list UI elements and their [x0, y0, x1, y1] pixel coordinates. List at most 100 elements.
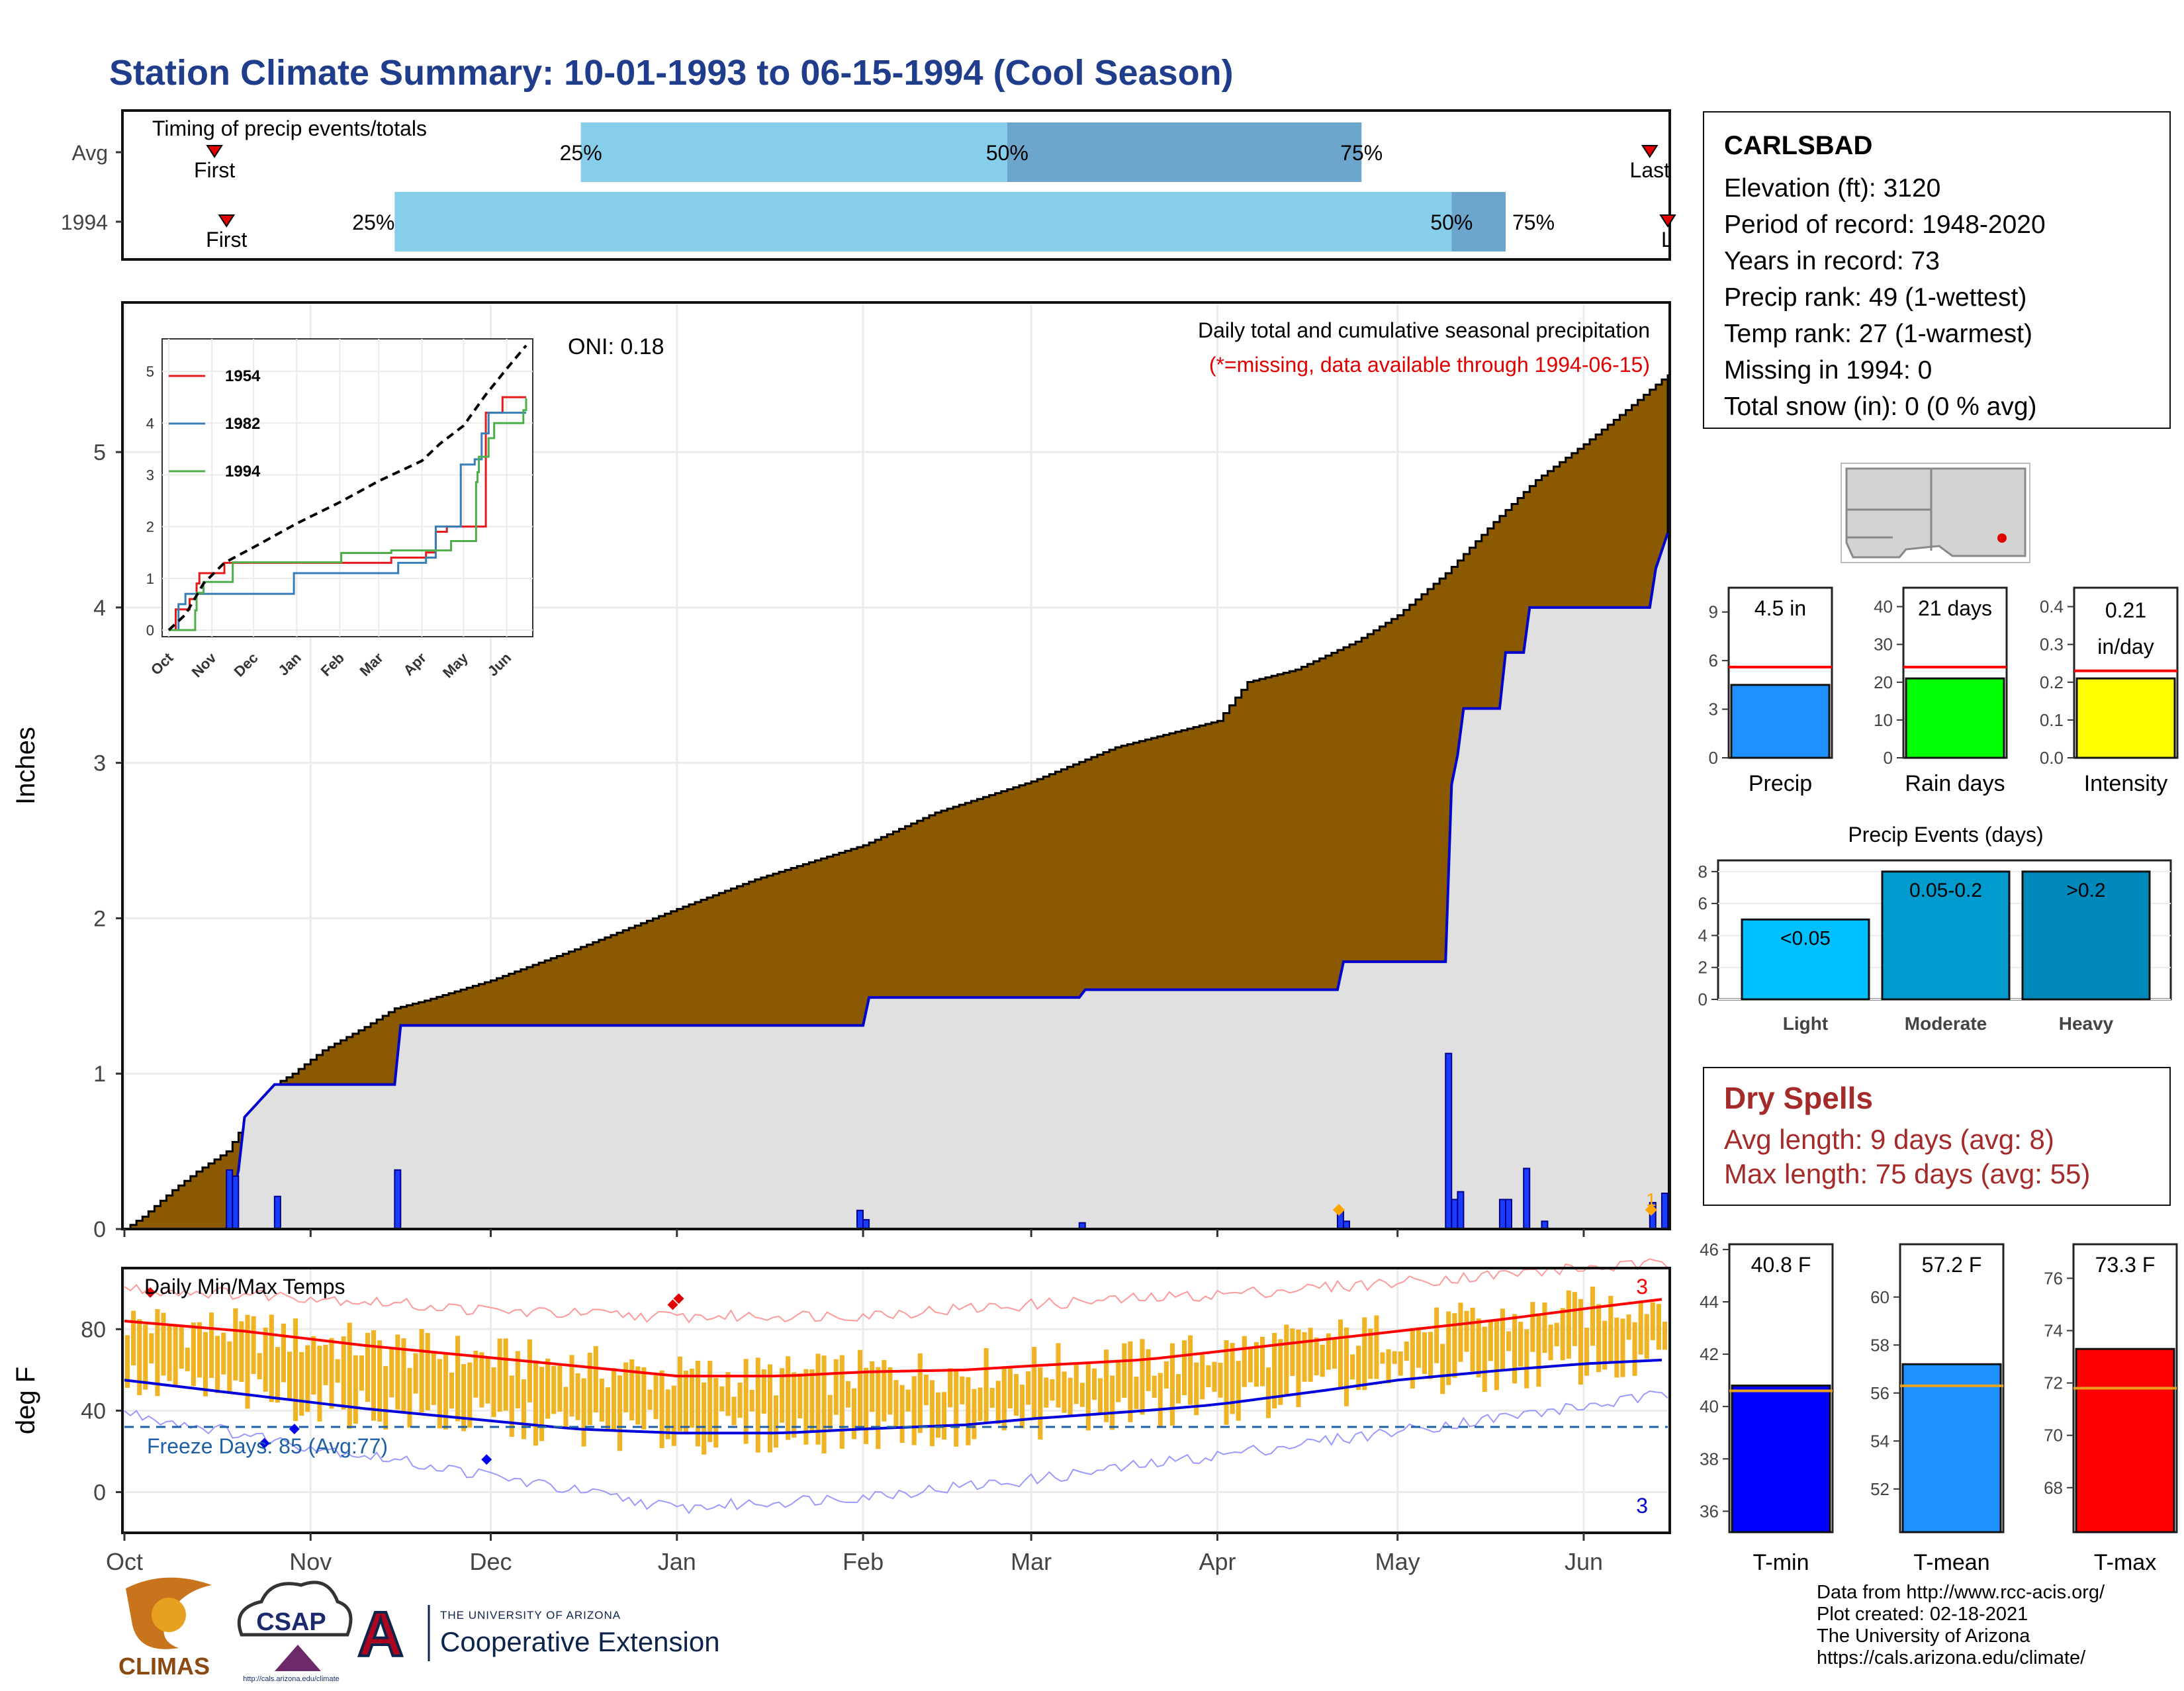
ua-line1: THE UNIVERSITY OF ARIZONA	[440, 1609, 621, 1622]
daily-temp-bar	[599, 1378, 604, 1422]
timing-row-label: 1994	[61, 210, 108, 234]
temp-panel: 0 40 80 deg F Daily Min/Max Temps Freeze D…	[11, 1258, 1671, 1534]
daily-temp-bar	[737, 1382, 743, 1418]
daily-temp-bar	[563, 1387, 569, 1427]
daily-temp-bar	[365, 1332, 371, 1402]
daily-temp-bar	[923, 1375, 929, 1406]
daily-temp-bar	[653, 1375, 659, 1420]
last-event-label: Last	[1661, 228, 1702, 251]
daily-temp-bar	[1632, 1322, 1637, 1376]
daily-temp-bar	[1242, 1336, 1247, 1387]
temp-summary-value-label: 73.3 F	[2095, 1253, 2156, 1277]
summary-value-bar	[2075, 677, 2176, 759]
daily-temp-bar	[305, 1345, 310, 1412]
daily-temp-bar	[1404, 1342, 1409, 1361]
daily-temp-bar	[263, 1327, 268, 1392]
daily-temp-bar	[1344, 1327, 1349, 1406]
events-bin-label: 0.05-0.2	[1909, 880, 1982, 901]
summary-value-label: 4.5 in	[1754, 596, 1806, 620]
daily-temp-bar	[665, 1389, 670, 1440]
first-event-label: First	[194, 158, 235, 182]
temp-summary-y-tick-label: 38	[1700, 1449, 1719, 1469]
temp-summary-y-tick-label: 56	[1870, 1383, 1889, 1403]
credits-university: The University of Arizona	[1817, 1625, 2030, 1647]
temp-summary-bar	[1731, 1385, 1831, 1533]
month-tick-label: Jan	[658, 1548, 696, 1575]
daily-temp-bar	[1056, 1343, 1061, 1408]
map-states	[1845, 467, 2026, 559]
daily-temp-bar	[209, 1312, 214, 1378]
precip-events-chart: 0 2 4 6 8 <0.05 Light 0.05-0.2 Moderate >0.2 Heavy	[1698, 859, 2172, 1034]
year-cumulative-line	[124, 532, 1669, 1230]
daily-temp-bar	[1182, 1340, 1187, 1396]
daily-temp-bar	[803, 1369, 809, 1445]
daily-temp-bar	[611, 1368, 617, 1431]
daily-temp-bar	[1146, 1349, 1151, 1391]
daily-temp-bar	[851, 1388, 857, 1440]
temp-panel-title: Daily Min/Max Temps	[144, 1275, 345, 1299]
station-precip-rank: Precip rank: 49 (1-wettest)	[1724, 283, 2027, 312]
inset-x-tick-label: May	[439, 649, 471, 681]
station-info-box: CARLSBAD Elevation (ft): 3120 Period of …	[1703, 111, 2171, 429]
daily-temp-bar	[257, 1353, 262, 1379]
daily-temp-bar	[593, 1346, 598, 1413]
daily-temp-bar	[191, 1322, 196, 1387]
temp-panel-frame	[121, 1267, 1671, 1534]
daily-temp-bar	[479, 1352, 484, 1408]
temp-summary-category-label: T-mean	[1913, 1550, 1989, 1575]
oni-label: ONI: 0.18	[568, 334, 664, 359]
daily-temp-bar	[203, 1332, 208, 1396]
credits: Data from http://www.rcc-acis.org/ Plot …	[1817, 1582, 2105, 1669]
daily-temp-bar	[419, 1328, 424, 1413]
daily-temp-bar	[605, 1387, 610, 1431]
precip-panel: 0 1 2 3 4 5 1 Inches ONI: 0.18 Daily total and…	[11, 301, 1671, 1242]
daily-temp-bar	[1194, 1362, 1199, 1416]
missing-data-marker-icon	[1645, 1204, 1657, 1216]
daily-temp-bar	[1596, 1304, 1602, 1373]
freeze-days-label: Freeze Days: 85 (Avg:77)	[147, 1434, 388, 1458]
temp-summary-y-tick-label: 54	[1870, 1431, 1889, 1451]
daily-temp-bar	[143, 1324, 148, 1390]
daily-temp-bar	[1001, 1366, 1007, 1431]
daily-temp-bar	[1662, 1321, 1667, 1350]
daily-temp-bar	[1320, 1344, 1325, 1377]
daily-temp-bar	[353, 1355, 358, 1424]
daily-temp-bar	[677, 1356, 682, 1432]
climas-sun-icon	[152, 1598, 186, 1632]
csap-mountain-icon	[275, 1645, 321, 1671]
daily-temp-bar	[1104, 1349, 1109, 1422]
missing-data-marker-icon	[1332, 1204, 1345, 1216]
daily-temp-bar	[917, 1353, 923, 1434]
daily-temp-bar	[1013, 1374, 1019, 1416]
daily-temp-bar	[1590, 1287, 1596, 1346]
daily-temp-bar	[1398, 1351, 1403, 1376]
first-event-marker-icon	[206, 145, 223, 158]
daily-temp-bar	[1452, 1313, 1457, 1378]
summary-y-tick-label: 0.3	[2040, 635, 2064, 655]
summary-y-tick-label: 10	[1874, 710, 1893, 730]
record-high-marker-icon	[667, 1299, 678, 1310]
inset-y-tick-label: 1	[146, 571, 154, 587]
last-event-marker-icon	[1659, 214, 1676, 228]
daily-temp-bar	[1266, 1367, 1271, 1418]
inset-x-tick-label: Mar	[356, 649, 387, 680]
daily-temp-bar	[978, 1387, 983, 1421]
daily-temp-bar	[1560, 1308, 1565, 1361]
temp-summary-y-tick-label: 58	[1870, 1335, 1889, 1355]
daily-temp-bar	[1338, 1319, 1343, 1390]
temp-ylabel: deg F	[11, 1367, 40, 1434]
daily-temp-bar	[972, 1389, 977, 1440]
daily-temp-bar	[1614, 1317, 1619, 1378]
daily-temp-bar	[839, 1355, 844, 1449]
daily-temp-bar	[1542, 1302, 1547, 1353]
temp-summary-y-tick-label: 40	[1700, 1396, 1719, 1416]
daily-precip-bar	[1457, 1191, 1465, 1230]
credits-plot-created: Plot created: 02-18-2021	[1817, 1604, 2028, 1625]
daily-temp-bar	[1188, 1335, 1193, 1405]
temp-summary-value-label: 57.2 F	[1922, 1253, 1982, 1277]
daily-temp-bar	[1253, 1342, 1259, 1387]
daily-temp-bar	[1512, 1314, 1518, 1384]
daily-temp-bar	[1638, 1301, 1643, 1355]
record-high-marker-icon	[145, 1287, 156, 1298]
